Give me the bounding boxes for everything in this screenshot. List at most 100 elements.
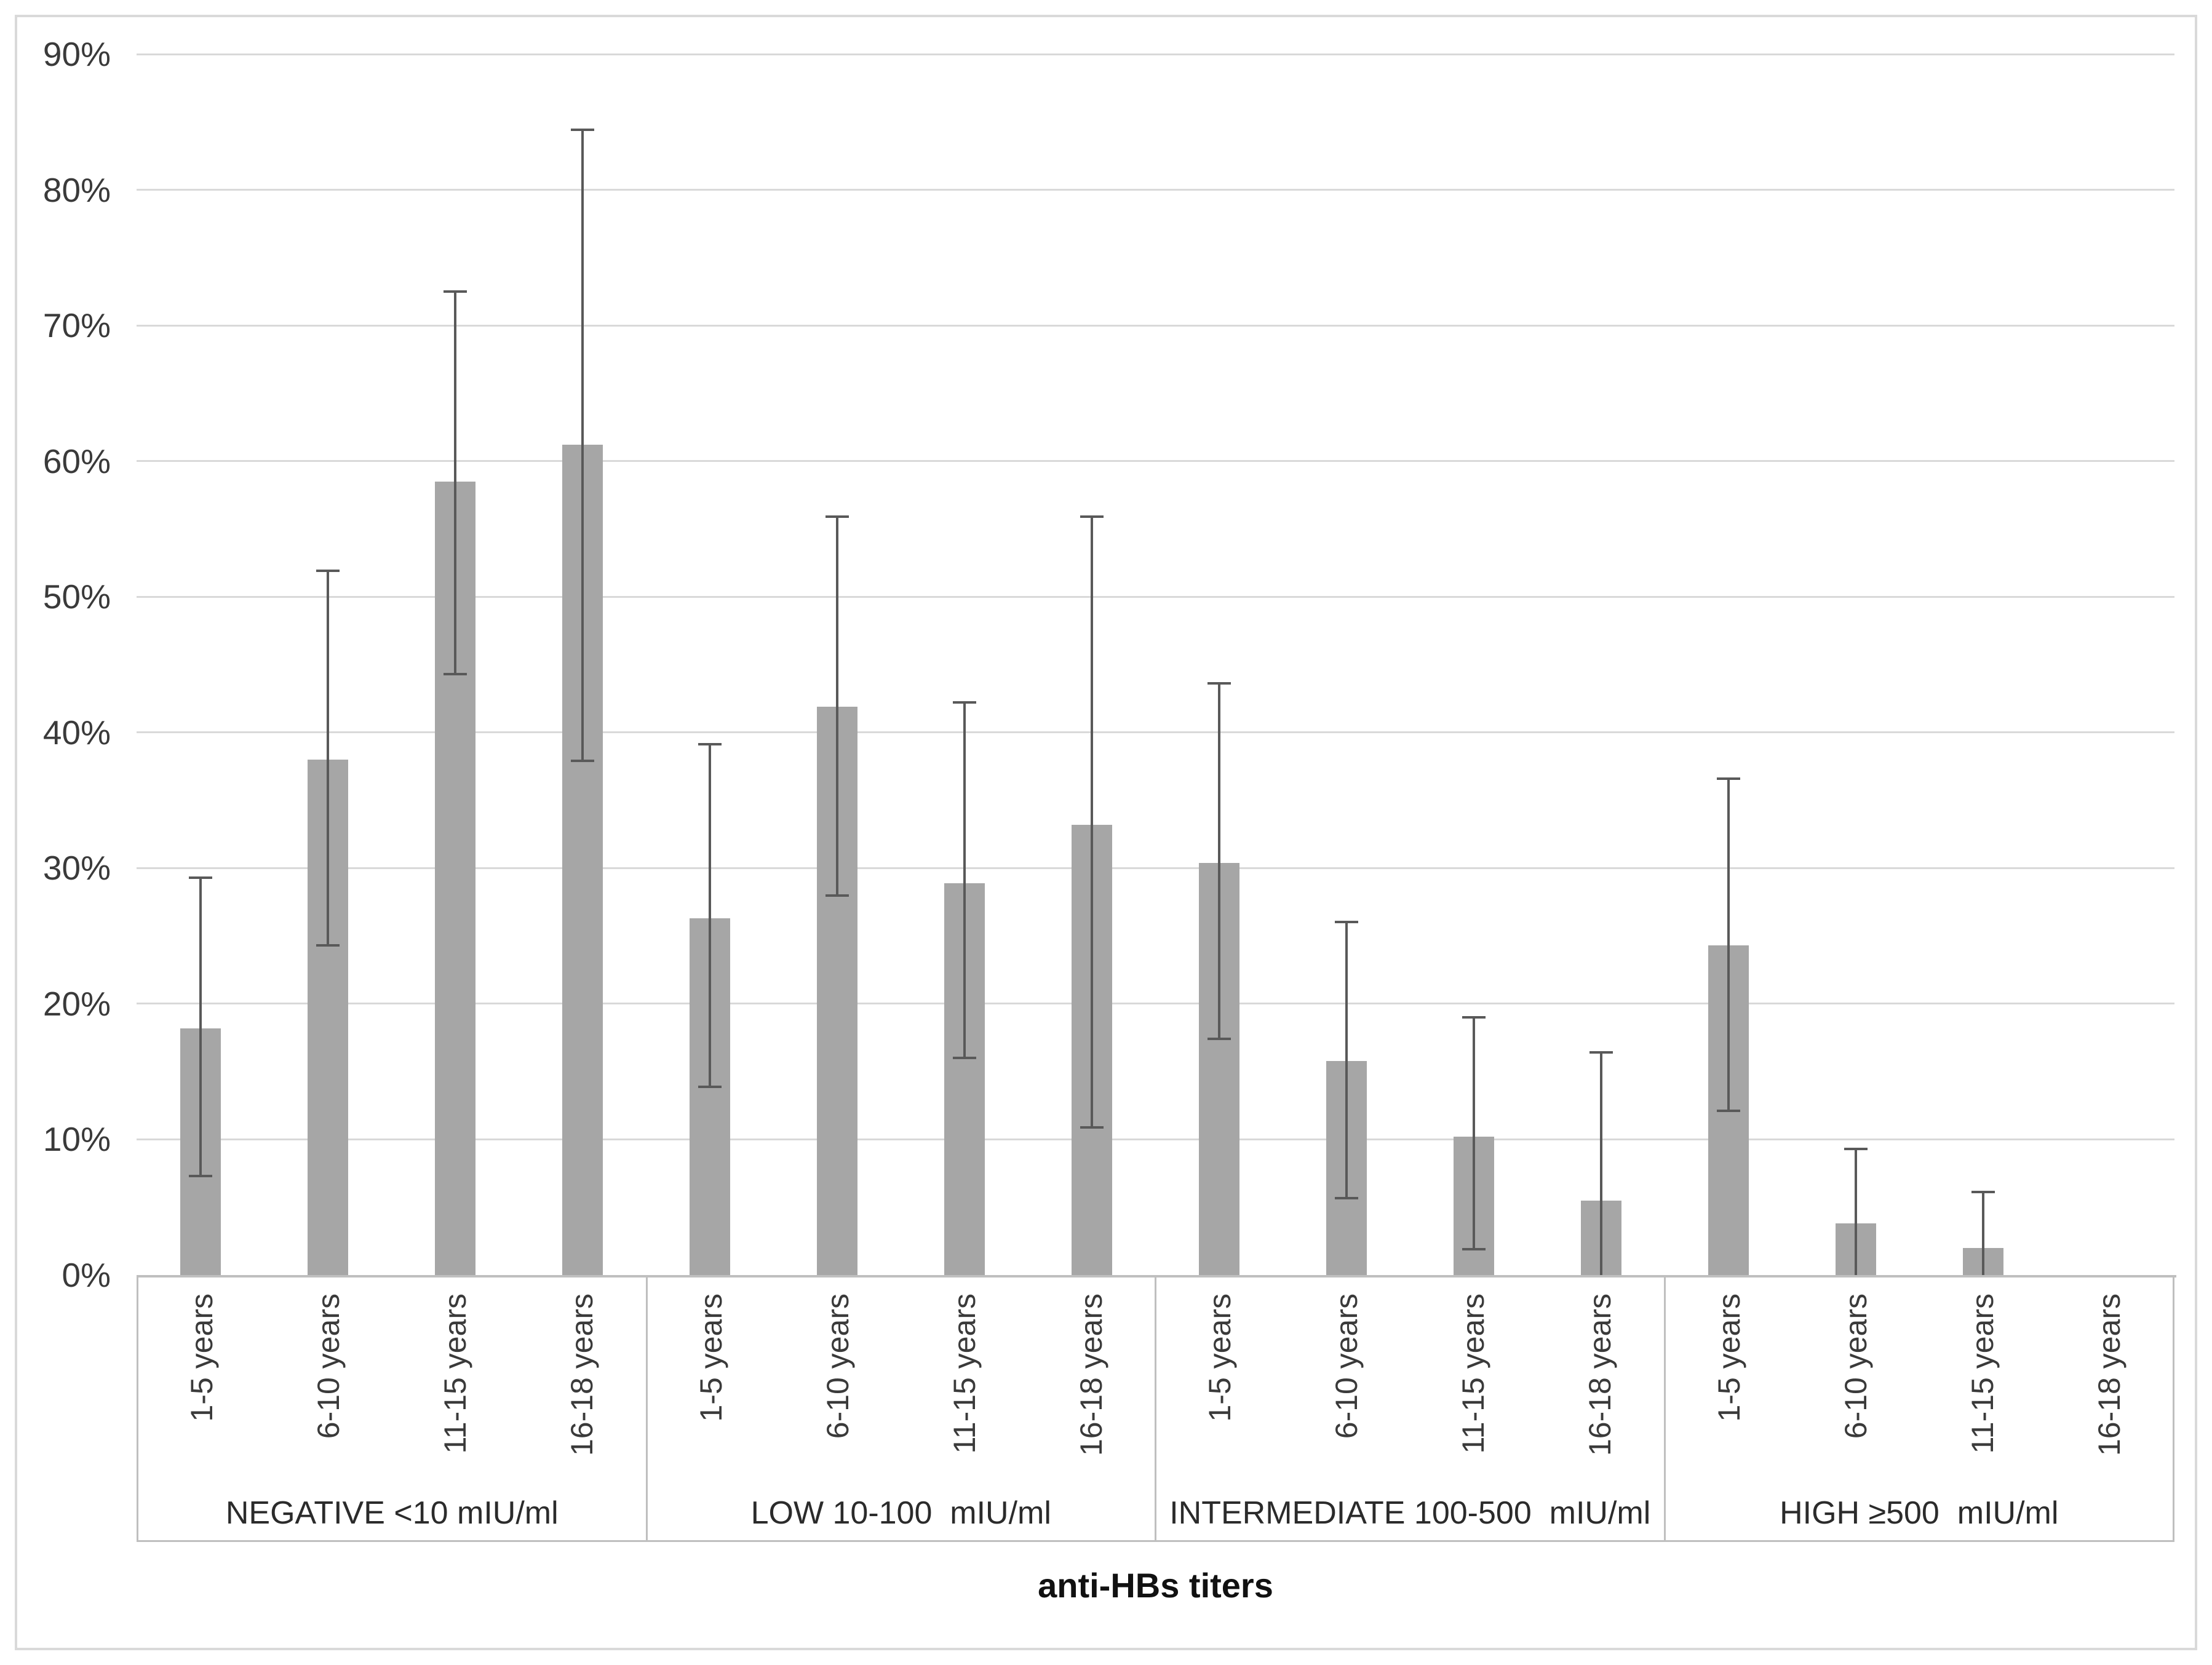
category-cell: 6-10 years <box>1283 1278 1410 1493</box>
error-bar-cap-bottom <box>1335 1196 1359 1199</box>
bar-cell-intermediate-11-15-years <box>1410 54 1538 1275</box>
category-tick-row: 1-5 years 6-10 years 11-15 years 16-18 year… <box>138 1278 646 1493</box>
error-bar-intermediate-6-10-years <box>1345 921 1348 1199</box>
y-tick-label-40: 40% <box>42 713 111 752</box>
x-tick-label-1-5-years: 1-5 years <box>693 1293 728 1422</box>
category-group-high: 1-5 years 6-10 years 11-15 years 16-18 year… <box>1666 1278 2173 1540</box>
x-axis-title: anti-HBs titers <box>1038 1566 1273 1605</box>
bar-cell-high-1-5-years <box>1665 54 1792 1275</box>
category-group-intermediate: 1-5 years 6-10 years 11-15 years 16-18 year… <box>1156 1278 1666 1540</box>
error-bar-intermediate-11-15-years <box>1473 1015 1476 1251</box>
x-tick-label-16-18-years: 16-18 years <box>1583 1293 1618 1456</box>
category-group-low: 1-5 years 6-10 years 11-15 years 16-18 year… <box>648 1278 1156 1540</box>
error-bar-cap-top <box>1844 1147 1868 1150</box>
category-tick-row: 1-5 years 6-10 years 11-15 years 16-18 year… <box>648 1278 1155 1493</box>
error-bar-cap-bottom <box>952 1057 976 1060</box>
x-tick-label-11-15-years: 11-15 years <box>1965 1293 2000 1454</box>
x-tick-label-6-10-years: 6-10 years <box>1329 1293 1364 1439</box>
category-cell: 6-10 years <box>1792 1278 1919 1493</box>
error-bar-cap-top <box>1207 682 1231 685</box>
error-bar-cap-bottom <box>1717 1110 1741 1113</box>
error-bar-low-6-10-years <box>835 515 838 897</box>
bar-cell-negative-11-15-years <box>391 54 519 1275</box>
gridline-80 <box>137 189 2174 191</box>
error-bar-negative-16-18-years <box>581 129 584 763</box>
y-tick-label-70: 70% <box>42 306 111 345</box>
category-tick-row: 1-5 years 6-10 years 11-15 years 16-18 year… <box>1156 1278 1664 1493</box>
error-bar-negative-11-15-years <box>453 290 456 676</box>
x-tick-label-16-18-years: 16-18 years <box>2091 1293 2126 1456</box>
error-bar-cap-bottom <box>1207 1038 1231 1041</box>
gridline-40 <box>137 731 2174 734</box>
y-tick-label-20: 20% <box>42 984 111 1023</box>
category-tick-row: 1-5 years 6-10 years 11-15 years 16-18 year… <box>1666 1278 2173 1493</box>
x-tick-label-6-10-years: 6-10 years <box>311 1293 346 1439</box>
bar-cell-intermediate-16-18-years <box>1538 54 1665 1275</box>
x-tick-label-11-15-years: 11-15 years <box>438 1293 473 1454</box>
error-bar-cap-bottom <box>698 1085 722 1088</box>
x-tick-label-6-10-years: 6-10 years <box>1838 1293 1873 1439</box>
gridline-90 <box>137 53 2174 55</box>
x-tick-label-1-5-years: 1-5 years <box>1711 1293 1746 1422</box>
error-bar-intermediate-16-18-years <box>1600 1051 1603 1275</box>
category-cell: 11-15 years <box>392 1278 519 1493</box>
category-cell: 1-5 years <box>138 1278 265 1493</box>
y-tick-label-0: 0% <box>62 1256 111 1294</box>
category-cell: 1-5 years <box>1156 1278 1283 1493</box>
chart-outer-frame <box>15 15 2197 1650</box>
x-tick-label-11-15-years: 11-15 years <box>1456 1293 1491 1454</box>
bar-cell-negative-16-18-years <box>519 54 646 1275</box>
error-bar-cap-bottom <box>1080 1126 1104 1129</box>
bar-cell-high-6-10-years <box>1792 54 1920 1275</box>
y-tick-label-80: 80% <box>42 170 111 209</box>
y-tick-label-30: 30% <box>42 849 111 888</box>
error-bar-high-6-10-years <box>1855 1147 1858 1275</box>
error-bar-cap-bottom <box>188 1175 212 1178</box>
error-bar-cap-bottom <box>443 673 467 676</box>
category-cell: 16-18 years <box>1537 1278 1663 1493</box>
bar-group-low <box>646 54 1155 1275</box>
error-bar-cap-top <box>825 515 849 518</box>
x-tick-label-1-5-years: 1-5 years <box>185 1293 220 1422</box>
bars-layer <box>137 54 2174 1275</box>
group-label-intermediate: INTERMEDIATE 100-500 mIU/ml <box>1169 1495 1651 1531</box>
error-bar-cap-top <box>952 701 976 704</box>
category-cell: 16-18 years <box>519 1278 645 1493</box>
error-bar-high-11-15-years <box>1982 1191 1985 1275</box>
error-bar-cap-top <box>443 290 467 293</box>
group-label-low: LOW 10-100 mIU/ml <box>750 1495 1051 1531</box>
error-bar-cap-top <box>1589 1051 1613 1054</box>
y-tick-label-60: 60% <box>42 442 111 480</box>
gridline-10 <box>137 1138 2174 1140</box>
bar-cell-high-11-15-years <box>1920 54 2047 1275</box>
category-cell: 11-15 years <box>1410 1278 1537 1493</box>
error-bar-negative-6-10-years <box>326 570 329 947</box>
bar-cell-low-1-5-years <box>646 54 773 1275</box>
category-cell: 1-5 years <box>648 1278 774 1493</box>
category-label-box: 1-5 years 6-10 years 11-15 years 16-18 year… <box>137 1278 2174 1542</box>
x-tick-label-16-18-years: 16-18 years <box>565 1293 600 1456</box>
category-cell: 16-18 years <box>1028 1278 1155 1493</box>
y-tick-label-10: 10% <box>42 1120 111 1159</box>
category-cell: 6-10 years <box>774 1278 901 1493</box>
gridline-60 <box>137 460 2174 463</box>
group-label-negative: NEGATIVE <10 mIU/ml <box>225 1495 559 1531</box>
error-bar-cap-top <box>1717 777 1741 780</box>
bar-cell-low-16-18-years <box>1028 54 1155 1275</box>
gridline-20 <box>137 1003 2174 1005</box>
plot-area <box>137 53 2174 1275</box>
bar-group-intermediate <box>1156 54 1665 1275</box>
error-bar-cap-top <box>698 743 722 746</box>
bar-cell-high-16-18-years <box>2047 54 2174 1275</box>
x-tick-label-16-18-years: 16-18 years <box>1073 1293 1108 1456</box>
gridline-50 <box>137 595 2174 598</box>
x-axis-line <box>137 1275 2176 1278</box>
bar-cell-low-6-10-years <box>773 54 901 1275</box>
bar-group-negative <box>137 54 646 1275</box>
error-bar-cap-top <box>1971 1191 1995 1194</box>
error-bar-cap-bottom <box>316 944 340 947</box>
error-bar-cap-top <box>188 876 212 879</box>
bar-cell-negative-1-5-years <box>137 54 264 1275</box>
category-cell: 16-18 years <box>2046 1278 2173 1493</box>
